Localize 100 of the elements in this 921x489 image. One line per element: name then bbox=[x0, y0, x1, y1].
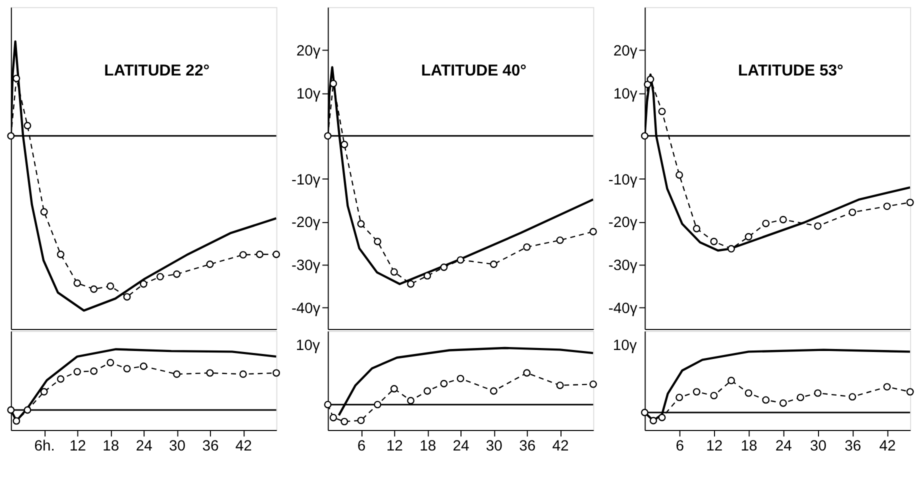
point bbox=[796, 394, 804, 402]
point bbox=[374, 238, 382, 246]
point bbox=[692, 224, 700, 232]
point bbox=[456, 256, 464, 264]
point bbox=[424, 387, 432, 395]
y-tick-label: -20γ bbox=[608, 215, 638, 232]
point bbox=[12, 74, 20, 82]
point bbox=[74, 279, 81, 287]
point bbox=[324, 132, 332, 140]
text: LATITUDE 22° bbox=[104, 62, 210, 80]
point bbox=[390, 385, 398, 392]
point bbox=[340, 140, 348, 148]
point bbox=[710, 392, 718, 400]
x-tick-label: 6 bbox=[676, 438, 684, 454]
point bbox=[156, 272, 164, 280]
point bbox=[728, 376, 735, 384]
x-tick-label: 12 bbox=[386, 438, 403, 454]
point bbox=[589, 228, 597, 236]
point bbox=[523, 369, 531, 377]
x-tick-label: 24 bbox=[136, 438, 152, 454]
x-tick-label: 12 bbox=[706, 438, 723, 454]
point bbox=[658, 414, 666, 422]
point bbox=[710, 238, 718, 246]
point bbox=[123, 364, 131, 372]
y-tick-label: 10γ bbox=[613, 86, 638, 102]
text: LATITUDE 53° bbox=[738, 62, 844, 80]
point bbox=[173, 270, 180, 278]
point bbox=[374, 400, 382, 408]
x-tick-label: 12 bbox=[69, 438, 86, 454]
point bbox=[692, 388, 700, 396]
point bbox=[90, 285, 98, 293]
point bbox=[762, 220, 770, 228]
x-tick-label: 24 bbox=[452, 438, 470, 454]
y-tick-label: -10γ bbox=[608, 172, 638, 188]
point bbox=[74, 368, 81, 376]
point bbox=[272, 250, 280, 258]
point bbox=[456, 374, 464, 382]
x-tick-label: 30 bbox=[169, 438, 186, 454]
point bbox=[256, 250, 264, 258]
y-tick-label: -30γ bbox=[291, 258, 321, 274]
point bbox=[24, 122, 32, 130]
text: LATITUDE 40° bbox=[421, 62, 526, 80]
point bbox=[883, 383, 891, 391]
point bbox=[340, 418, 348, 426]
point bbox=[779, 216, 787, 224]
point bbox=[357, 220, 365, 228]
y-tick-label: -20γ bbox=[291, 215, 321, 232]
y-tick-label: -40γ bbox=[608, 301, 638, 318]
point bbox=[56, 250, 64, 258]
point bbox=[357, 416, 365, 424]
point bbox=[106, 358, 114, 366]
x-tick-label: 18 bbox=[420, 438, 436, 454]
point bbox=[56, 375, 64, 383]
point bbox=[40, 388, 48, 396]
point bbox=[848, 208, 856, 216]
point bbox=[814, 389, 822, 397]
point bbox=[123, 293, 131, 301]
x-tick-label: 18 bbox=[740, 438, 758, 454]
point bbox=[173, 370, 180, 378]
point bbox=[272, 369, 280, 377]
x-tick-label: 24 bbox=[775, 438, 792, 454]
y-tick-label: -10γ bbox=[291, 172, 321, 188]
point bbox=[640, 408, 648, 416]
point bbox=[744, 233, 752, 240]
point bbox=[330, 80, 338, 88]
point bbox=[744, 389, 752, 397]
x-tick-label: 6h. bbox=[34, 438, 55, 454]
x-tick-label: 30 bbox=[486, 438, 502, 454]
x-tick-label: 6 bbox=[357, 438, 366, 454]
x-tick-label: 30 bbox=[810, 438, 827, 454]
point bbox=[906, 388, 914, 396]
point bbox=[728, 245, 735, 253]
point bbox=[140, 280, 148, 288]
point bbox=[646, 76, 654, 83]
point bbox=[848, 393, 856, 401]
y-tick-label: -40γ bbox=[291, 301, 321, 318]
y-tick-label: 20γ bbox=[296, 44, 321, 60]
point bbox=[906, 198, 914, 206]
point bbox=[407, 280, 414, 288]
point bbox=[424, 272, 432, 280]
point bbox=[658, 108, 666, 116]
point bbox=[324, 400, 332, 408]
x-tick-label: 42 bbox=[552, 438, 569, 454]
point bbox=[814, 222, 822, 230]
point bbox=[40, 208, 48, 216]
point bbox=[7, 132, 15, 140]
point bbox=[140, 362, 148, 370]
point bbox=[7, 406, 15, 414]
x-tick-label: 42 bbox=[879, 438, 896, 454]
point bbox=[556, 236, 564, 244]
point bbox=[883, 202, 891, 210]
point bbox=[523, 243, 531, 251]
point bbox=[556, 382, 564, 390]
y-tick-label: -30γ bbox=[608, 258, 638, 274]
point bbox=[206, 260, 214, 268]
point bbox=[640, 132, 648, 140]
x-tick-label: 42 bbox=[235, 438, 252, 454]
point bbox=[390, 268, 398, 276]
point bbox=[676, 171, 684, 179]
point bbox=[650, 416, 658, 424]
